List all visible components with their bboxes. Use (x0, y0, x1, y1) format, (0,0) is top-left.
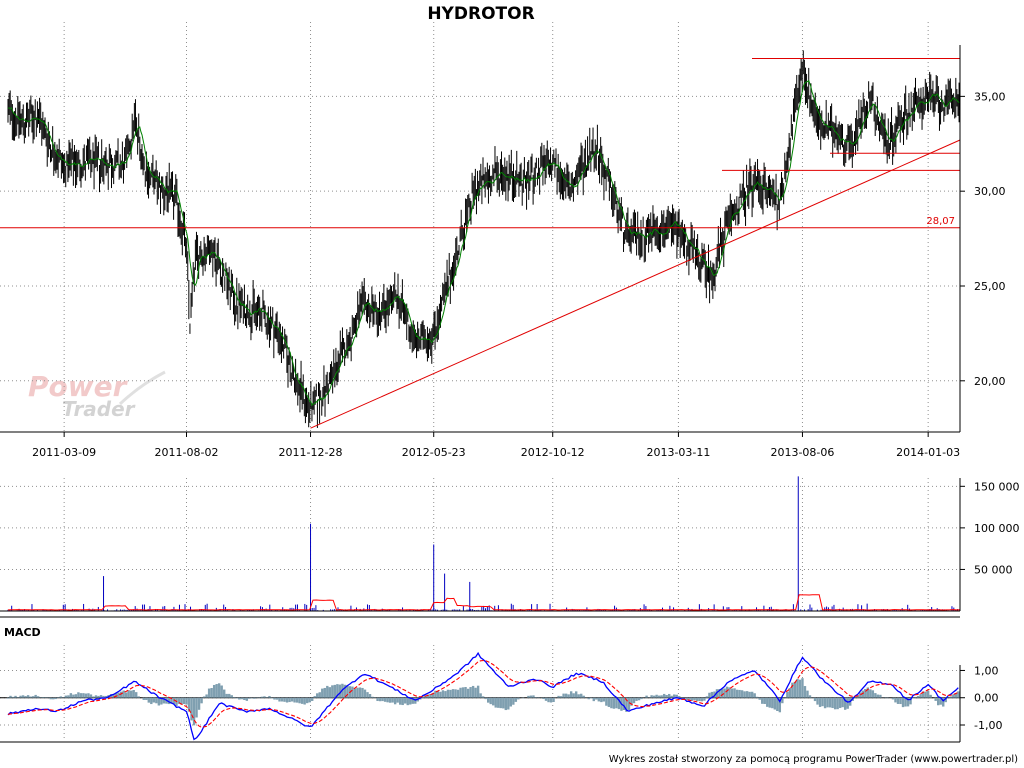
x-tick-label: 2013-03-11 (646, 446, 710, 459)
volume-panel: 50 000 100 000 150 000 (0, 476, 1020, 618)
y-tick-label: 25,00 (974, 280, 1006, 293)
chart-title: HYDROTOR (427, 4, 534, 24)
macd-title: MACD (4, 626, 41, 639)
trend-line (310, 139, 961, 429)
volume-moving-average (7, 594, 961, 611)
y-tick-label: -1,00 (974, 719, 1002, 732)
x-tick-label: 2011-08-02 (155, 446, 219, 459)
x-tick-label: 2011-03-09 (32, 446, 96, 459)
x-tick-label: 2013-08-06 (770, 446, 834, 459)
macd-panel: MACD 1,00 0,00 -1,00 (0, 626, 1002, 743)
x-tick-label: 2012-05-23 (402, 446, 466, 459)
y-tick-label: 30,00 (974, 185, 1006, 198)
volume-bars (7, 476, 960, 611)
x-tick-label: 2012-10-12 (521, 446, 585, 459)
price-bars (7, 50, 960, 428)
x-tick-label: 2014-01-03 (896, 446, 960, 459)
macd-signal-line (7, 659, 959, 728)
svg-text:Power: Power (28, 370, 129, 403)
macd-line (7, 651, 959, 741)
y-tick-label: 0,00 (974, 692, 999, 705)
price-panel: 28,07 2011-03-09 2011-08-02 2011-12-28 2012… (0, 22, 1006, 459)
y-tick-label: 1,00 (974, 664, 999, 677)
footer-credit: Wykres został stworzony za pomocą progra… (609, 754, 1018, 765)
y-tick-label: 20,00 (974, 375, 1006, 388)
y-tick-label: 35,00 (974, 90, 1006, 103)
level-label: 28,07 (926, 216, 955, 227)
y-tick-label: 100 000 (974, 522, 1020, 535)
powertrader-logo: Power Trader (28, 370, 166, 421)
x-tick-label: 2011-12-28 (279, 446, 343, 459)
y-tick-label: 150 000 (974, 480, 1020, 493)
y-tick-label: 50 000 (974, 563, 1013, 576)
price-moving-average (7, 79, 960, 407)
macd-histogram (6, 678, 960, 726)
